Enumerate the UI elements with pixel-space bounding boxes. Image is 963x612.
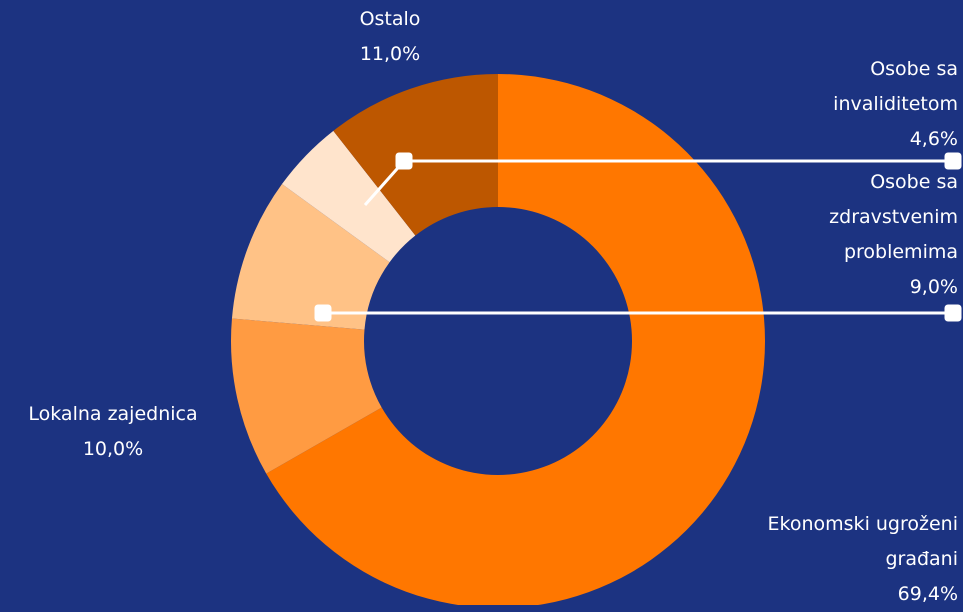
- donut-slice: [281, 130, 416, 263]
- slice-label: Lokalna zajednica 10,0%: [0, 397, 226, 467]
- value-label: 9,0%: [909, 276, 958, 298]
- value-label: 11,0%: [359, 43, 421, 65]
- leader-lines: [314, 152, 962, 322]
- category-name: Ostalo: [359, 8, 421, 30]
- donut-slice: [333, 74, 498, 236]
- donut-slice: [231, 184, 390, 330]
- category-name: Osobe sa invaliditetom: [833, 58, 958, 115]
- donut-slice: [266, 74, 765, 605]
- category-name: Ekonomski ugroženi građani: [767, 513, 958, 570]
- slice-label: Osobe sa invaliditetom 4,6%: [808, 52, 958, 157]
- donut-slice: [231, 318, 382, 474]
- leader-dot: [314, 304, 332, 322]
- category-name: Osobe sa zdravstvenim problemima: [829, 171, 958, 263]
- value-label: 10,0%: [82, 438, 144, 460]
- leader-dot: [944, 152, 962, 170]
- slice-label: Ekonomski ugroženi građani 69,4%: [718, 507, 958, 612]
- value-label: 69,4%: [897, 583, 958, 605]
- slice-label: Ostalo 11,0%: [290, 2, 490, 72]
- category-name: Lokalna zajednica: [28, 403, 198, 425]
- value-label: 4,6%: [909, 128, 958, 150]
- leader-dot: [395, 152, 413, 170]
- slice-label: Osobe sa zdravstvenim problemima 9,0%: [798, 165, 958, 305]
- leader-dot: [944, 304, 962, 322]
